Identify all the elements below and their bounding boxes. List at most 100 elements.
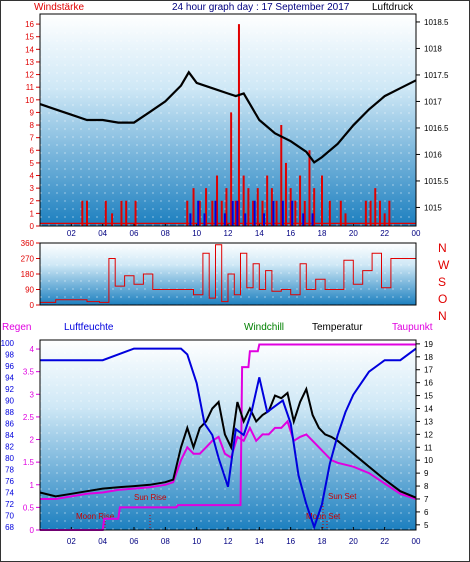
hour-tick-label: 18 bbox=[318, 229, 327, 238]
hour-tick-label: 00 bbox=[412, 229, 421, 238]
rain-tick-label: 0.5 bbox=[23, 503, 35, 512]
temperature-tick-label: 18 bbox=[424, 353, 433, 362]
legend: Regen Luftfeuchte Windchill Temperatur T… bbox=[2, 322, 433, 333]
pressure-tick-label: 1018 bbox=[424, 44, 442, 53]
hour-tick-label: 02 bbox=[67, 537, 76, 546]
direction-tick-label: 90 bbox=[25, 286, 34, 295]
panel-temperature: 00.511.522.533.54 6870727476788082848688… bbox=[1, 339, 434, 546]
wind-tick-label: 0 bbox=[30, 222, 35, 231]
temperature-tick-label: 17 bbox=[424, 366, 433, 375]
wind-tick-label: 13 bbox=[25, 58, 34, 67]
wind-tick-label: 9 bbox=[30, 108, 35, 117]
humidity-tick-label: 76 bbox=[5, 477, 14, 486]
temperature-tick-label: 15 bbox=[424, 392, 433, 401]
pressure-tick-label: 1017 bbox=[424, 97, 442, 106]
humidity-tick-label: 72 bbox=[5, 500, 14, 509]
humidity-tick-label: 84 bbox=[5, 431, 14, 440]
direction-tick-label: 180 bbox=[21, 270, 35, 279]
compass-label: N bbox=[438, 309, 447, 323]
humidity-tick-label: 74 bbox=[5, 489, 14, 498]
humidity-tick-label: 88 bbox=[5, 408, 14, 417]
temperature-tick-label: 11 bbox=[424, 443, 433, 452]
hour-tick-label: 12 bbox=[224, 229, 233, 238]
compass-label: S bbox=[438, 275, 446, 289]
wind-tick-label: 1 bbox=[30, 209, 35, 218]
temperature-line bbox=[39, 386, 417, 499]
pressure-axis-label: Luftdruck bbox=[372, 2, 414, 13]
humidity-tick-label: 100 bbox=[1, 339, 15, 348]
panel-3-grid-dots bbox=[40, 340, 416, 530]
pressure-line bbox=[39, 70, 417, 164]
direction-tick-label: 360 bbox=[21, 239, 35, 248]
panel-1-frame bbox=[39, 13, 417, 227]
pressure-tick-label: 1015.5 bbox=[424, 177, 449, 186]
temperature-tick-label: 9 bbox=[424, 469, 429, 478]
compass-label: N bbox=[438, 241, 447, 255]
sun-rise-label: Sun Rise bbox=[134, 493, 167, 502]
legend-luftfeuchte: Luftfeuchte bbox=[64, 322, 114, 333]
wind-tick-label: 12 bbox=[25, 71, 34, 80]
hour-tick-label: 14 bbox=[255, 537, 264, 546]
hour-tick-label: 12 bbox=[224, 537, 233, 546]
hour-tick-label: 22 bbox=[380, 537, 389, 546]
hour-tick-label: 08 bbox=[161, 229, 170, 238]
moon-rise-label: Moon Rise bbox=[76, 512, 115, 521]
legend-temperatur: Temperatur bbox=[312, 322, 363, 333]
hour-tick-label: 08 bbox=[161, 537, 170, 546]
hour-tick-label: 14 bbox=[255, 229, 264, 238]
temperature-tick-label: 19 bbox=[424, 340, 433, 349]
dewpoint-line bbox=[40, 419, 417, 500]
temperature-tick-label: 6 bbox=[424, 508, 429, 517]
legend-taupunkt: Taupunkt bbox=[392, 322, 433, 333]
pressure-tick-label: 1018.5 bbox=[424, 18, 449, 27]
wind-tick-label: 10 bbox=[25, 96, 34, 105]
temperature-tick-label: 5 bbox=[424, 521, 429, 530]
legend-regen: Regen bbox=[2, 322, 31, 333]
humidity-tick-label: 96 bbox=[5, 362, 14, 371]
hour-tick-label: 18 bbox=[318, 537, 327, 546]
rain-line bbox=[40, 343, 416, 531]
pressure-tick-label: 1015 bbox=[424, 203, 442, 212]
rain-tick-label: 2 bbox=[30, 436, 35, 445]
humidity-tick-label: 82 bbox=[5, 443, 14, 452]
humidity-tick-label: 90 bbox=[5, 396, 14, 405]
hour-tick-label: 16 bbox=[286, 537, 295, 546]
rain-tick-label: 0 bbox=[30, 526, 35, 535]
hour-tick-label: 06 bbox=[130, 229, 139, 238]
rain-tick-label: 4 bbox=[30, 345, 35, 354]
humidity-line bbox=[40, 347, 417, 531]
humidity-tick-label: 80 bbox=[5, 454, 14, 463]
wind-tick-label: 16 bbox=[25, 20, 34, 29]
wind-tick-label: 4 bbox=[30, 172, 35, 181]
direction-tick-label: 270 bbox=[21, 255, 35, 264]
pressure-tick-label: 1016 bbox=[424, 150, 442, 159]
hour-tick-label: 04 bbox=[98, 537, 107, 546]
wind-tick-label: 5 bbox=[30, 159, 35, 168]
wind-tick-label: 11 bbox=[26, 83, 35, 92]
hour-tick-label: 10 bbox=[192, 537, 201, 546]
temperature-tick-label: 14 bbox=[424, 405, 433, 414]
legend-windchill: Windchill bbox=[244, 322, 284, 333]
hour-tick-label: 10 bbox=[192, 229, 201, 238]
temperature-tick-label: 13 bbox=[424, 417, 433, 426]
temperature-tick-label: 12 bbox=[424, 430, 433, 439]
compass-label: O bbox=[438, 292, 447, 306]
wind-direction-line bbox=[40, 244, 417, 303]
compass-label: W bbox=[438, 258, 450, 272]
panel-2-frame bbox=[39, 242, 417, 306]
temperature-tick-label: 8 bbox=[424, 482, 429, 491]
hour-tick-label: 16 bbox=[286, 229, 295, 238]
panel-3-frame bbox=[39, 339, 417, 531]
hour-tick-label: 06 bbox=[130, 537, 139, 546]
humidity-tick-label: 98 bbox=[5, 350, 14, 359]
sun-set-label: Sun Set bbox=[328, 492, 357, 501]
rain-tick-label: 3.5 bbox=[23, 368, 35, 377]
wind-tick-label: 2 bbox=[30, 197, 35, 206]
rain-tick-label: 3 bbox=[30, 390, 35, 399]
wind-tick-label: 15 bbox=[25, 33, 34, 42]
wind-tick-label: 7 bbox=[30, 134, 35, 143]
pressure-tick-label: 1017.5 bbox=[424, 71, 449, 80]
